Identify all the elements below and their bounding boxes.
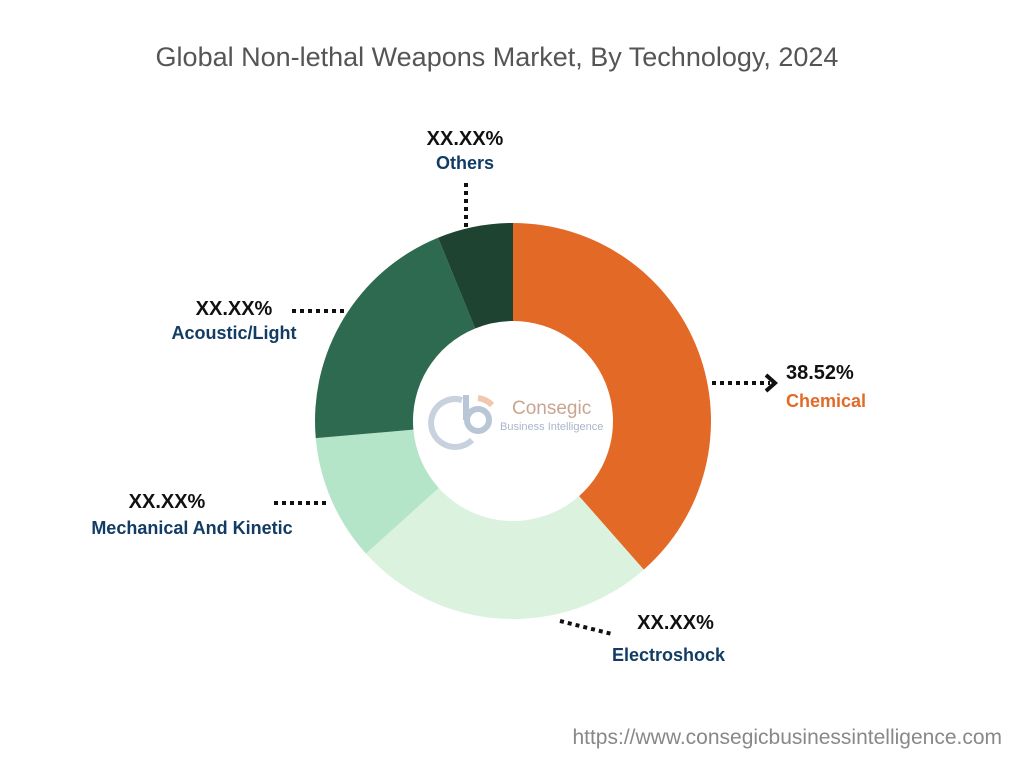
logo-tagline: Business Intelligence: [500, 421, 604, 433]
arrow-head-chemical: [764, 373, 779, 393]
data-label: XX.XX%: [195, 298, 273, 320]
footer-url[interactable]: https://www.consegicbusinessintelligence…: [572, 726, 1002, 749]
chart-title: Global Non-lethal Weapons Market, By Tec…: [155, 42, 839, 72]
label-others: XX.XX% Others: [418, 128, 512, 174]
category-label: Others: [435, 153, 495, 173]
logo-name: Consegic: [512, 398, 592, 419]
data-label: XX.XX%: [426, 128, 504, 150]
leader-electroshock: [559, 619, 613, 636]
category-label: Acoustic/Light: [171, 323, 297, 343]
label-electroshock: XX.XX% Electroshock: [612, 612, 725, 666]
logo-icon: [428, 395, 495, 450]
label-acoustic: XX.XX% Acoustic/Light: [161, 298, 307, 344]
slice-chemical: [513, 223, 711, 570]
slice-acoustic-light: [314, 237, 476, 439]
slice-mechanical-and-kinetic: [315, 429, 439, 554]
data-label: XX.XX%: [128, 491, 206, 513]
data-label: XX.XX%: [637, 612, 714, 634]
category-label: Chemical: [786, 391, 867, 411]
label-mechanical: XX.XX% Mechanical And Kinetic: [81, 491, 303, 539]
category-label: Electroshock: [612, 645, 726, 665]
slice-electroshock: [365, 487, 644, 619]
label-chemical: 38.52% Chemical: [786, 362, 866, 412]
slice-others: [438, 223, 513, 329]
category-label: Mechanical And Kinetic: [91, 518, 293, 538]
data-label: 38.52%: [786, 362, 854, 384]
